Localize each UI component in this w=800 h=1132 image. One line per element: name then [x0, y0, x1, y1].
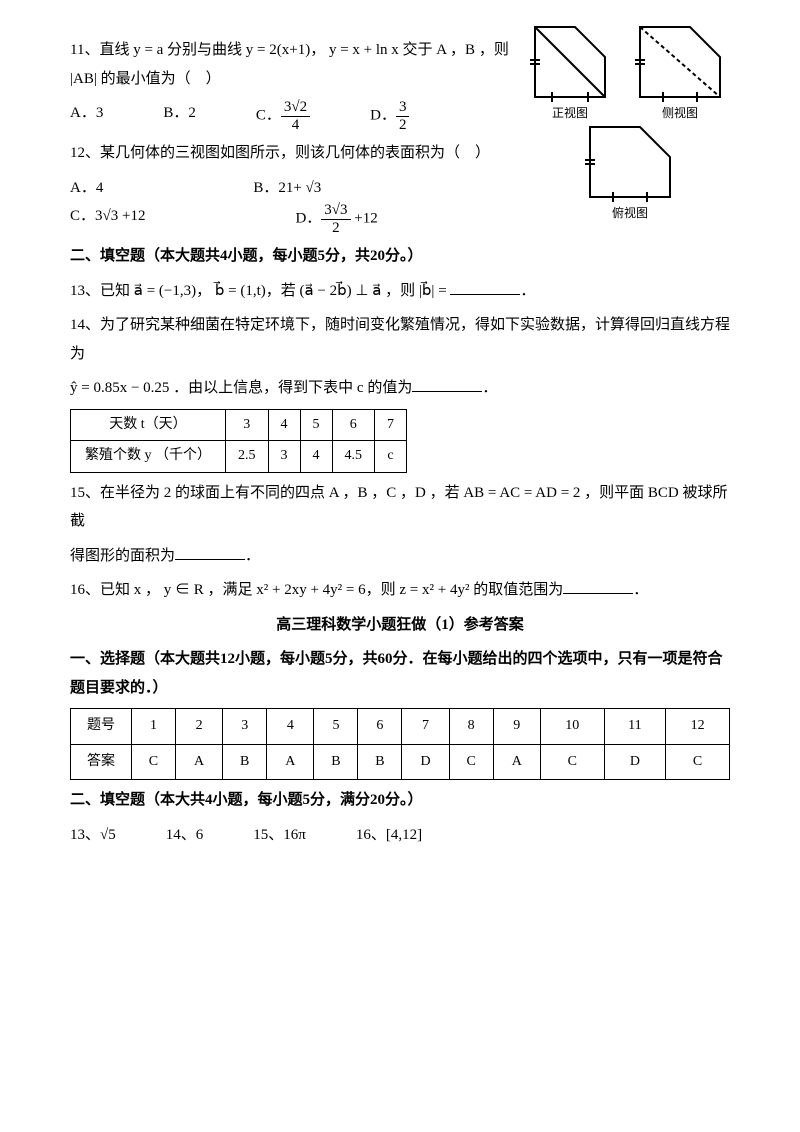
ans-h2: 答案 — [71, 744, 132, 780]
answers-title: 高三理科数学小题狂做（1）参考答案 — [70, 611, 730, 640]
ans-14: 14、6 — [166, 821, 204, 850]
q14-r1c3: 5 — [300, 409, 332, 441]
q12-opt-b: B．21+ √3 — [253, 174, 321, 203]
ans-13: 13、√5 — [70, 821, 116, 850]
svg-text:俯视图: 俯视图 — [612, 205, 648, 220]
fill-answers: 13、√5 14、6 15、16π 16、[4,12] — [70, 821, 730, 850]
question-14-p2: ŷ = 0.85x − 0.25 ．由以上信息，得到下表中 c 的值为． — [70, 374, 730, 403]
section-2-heading: 二、填空题（本大题共4小题，每小题5分，共20分。） — [70, 242, 730, 271]
q11-text: 11、直线 y = a 分别与曲线 y = 2(x+1)， y = x + ln… — [70, 42, 509, 87]
svg-text:侧视图: 侧视图 — [662, 105, 698, 120]
q14-r1c4: 6 — [332, 409, 375, 441]
q15-blank — [175, 544, 245, 560]
q14-h2: 繁殖个数 y （千个） — [71, 441, 226, 473]
q14-table: 天数 t（天） 3 4 5 6 7 繁殖个数 y （千个） 2.5 3 4 4.… — [70, 409, 407, 473]
q11-opt-b: B．2 — [163, 99, 196, 133]
q14-r1c1: 3 — [226, 409, 269, 441]
q12-text: 12、某几何体的三视图如图所示，则该几何体的表面积为（ ） — [70, 145, 490, 161]
q14-r1c5: 7 — [375, 409, 407, 441]
q14-r1c2: 4 — [268, 409, 300, 441]
q12-opt-a: A．4 — [70, 174, 103, 203]
ans-h1: 题号 — [71, 709, 132, 745]
q12-opt-c: C．3√3 +12 — [70, 202, 145, 236]
q13-blank — [450, 279, 520, 295]
answers-table: 题号 1 2 3 4 5 6 7 8 9 10 11 12 答案 C A B A… — [70, 708, 730, 780]
question-15-p2: 得图形的面积为． — [70, 542, 730, 571]
answers-row-vals: 答案 C A B A B B D C A C D C — [71, 744, 730, 780]
question-13: 13、已知 a⃗ = (−1,3)， b⃗ = (1,t)，若 (a⃗ − 2b… — [70, 277, 730, 306]
q14-h1: 天数 t（天） — [71, 409, 226, 441]
q14-r2c4: 4.5 — [332, 441, 375, 473]
q14-r2c2: 3 — [268, 441, 300, 473]
svg-text:正视图: 正视图 — [552, 105, 588, 120]
three-view-diagram: 正视图 侧视图 俯视图 — [530, 22, 730, 222]
q14-r2c3: 4 — [300, 441, 332, 473]
answers-sec1: 一、选择题（本大题共12小题，每小题5分，共60分．在每小题给出的四个选项中，只… — [70, 645, 730, 702]
ans-15: 15、16π — [253, 821, 306, 850]
q12-opt-d: D．3√32 +12 — [295, 202, 377, 236]
question-14-p1: 14、为了研究某种细菌在特定环境下，随时间变化繁殖情况，得如下实验数据，计算得回… — [70, 311, 730, 368]
q12-options-row2: C．3√3 +12 D．3√32 +12 — [70, 202, 530, 236]
q12-options-row1: A．4 B．21+ √3 — [70, 174, 530, 203]
q11-opt-a: A．3 — [70, 99, 103, 133]
question-15-p1: 15、在半径为 2 的球面上有不同的四点 A ，B ，C ，D ，若 AB = … — [70, 479, 730, 536]
ans-16: 16、[4,12] — [356, 821, 422, 850]
q11-opt-c: C．3√24 — [256, 99, 310, 133]
question-16: 16、已知 x ， y ∈ R ，满足 x² + 2xy + 4y² = 6，则… — [70, 576, 730, 605]
q13-text: 13、已知 a⃗ = (−1,3)， b⃗ = (1,t)，若 (a⃗ − 2b… — [70, 283, 450, 299]
q14-r2c1: 2.5 — [226, 441, 269, 473]
q14-blank — [412, 376, 482, 392]
q11-options: A．3 B．2 C．3√24 D．32 — [70, 99, 530, 133]
views-svg: 正视图 侧视图 俯视图 — [530, 22, 730, 222]
answers-sec2: 二、填空题（本大共4小题，每小题5分，满分20分。） — [70, 786, 730, 815]
answers-row-nums: 题号 1 2 3 4 5 6 7 8 9 10 11 12 — [71, 709, 730, 745]
q16-blank — [563, 578, 633, 594]
q14-r2c5: c — [375, 441, 407, 473]
q11-opt-d: D．32 — [370, 99, 409, 133]
